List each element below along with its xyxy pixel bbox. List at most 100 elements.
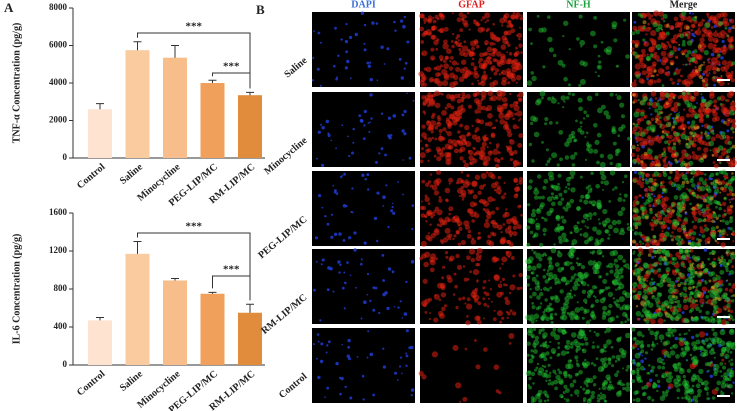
- stain-spot: [713, 152, 719, 157]
- stain-spot: [705, 207, 709, 210]
- significance-label: ***: [186, 221, 203, 233]
- stain-spot: [534, 280, 540, 286]
- stain-spot: [430, 98, 434, 101]
- stain-spot: [482, 297, 486, 301]
- stain-spot: [627, 267, 631, 270]
- stain-spot: [526, 242, 531, 247]
- stain-spot: [421, 374, 427, 380]
- stain-spot: [482, 52, 487, 57]
- stain-spot: [685, 53, 689, 58]
- stain-spot: [518, 97, 523, 103]
- stain-spot: [626, 223, 630, 226]
- stain-spot: [676, 22, 683, 28]
- stain-spot: [516, 286, 521, 291]
- x-tick-label: Control: [75, 368, 108, 398]
- stain-spot: [632, 51, 638, 57]
- stain-spot: [539, 202, 545, 208]
- stain-spot: [678, 383, 682, 387]
- stain-spot: [581, 281, 587, 287]
- stain-spot: [659, 116, 662, 119]
- stain-spot: [640, 343, 645, 348]
- stain-spot: [731, 265, 735, 269]
- stain-spot: [616, 370, 620, 374]
- stain-spot: [557, 267, 563, 273]
- stain-spot: [456, 62, 459, 66]
- stain-spot: [552, 196, 557, 200]
- stain-spot: [497, 283, 503, 289]
- stain-spot: [501, 262, 504, 266]
- stain-spot: [483, 347, 488, 352]
- stain-spot: [422, 75, 427, 81]
- stain-spot: [723, 375, 728, 381]
- stain-spot: [670, 316, 674, 320]
- stain-spot: [692, 135, 695, 137]
- stain-spot: [642, 96, 648, 102]
- stain-spot: [461, 92, 466, 96]
- stain-spot: [545, 379, 548, 382]
- stain-spot: [719, 370, 723, 373]
- stain-spot: [484, 122, 489, 126]
- stain-spot: [478, 57, 483, 62]
- stain-spot: [665, 102, 669, 105]
- stain-spot: [634, 123, 639, 128]
- stain-spot: [586, 284, 590, 287]
- stain-spot: [671, 106, 679, 113]
- stain-spot: [497, 175, 501, 180]
- stain-spot: [592, 226, 598, 232]
- stain-spot: [680, 347, 685, 351]
- stain-spot: [588, 397, 592, 402]
- stain-spot: [459, 400, 462, 403]
- stain-spot: [554, 312, 558, 316]
- stain-spot: [372, 308, 376, 312]
- stain-spot: [693, 91, 699, 97]
- stain-spot: [659, 95, 665, 101]
- stain-spot: [438, 128, 443, 134]
- stain-spot: [676, 261, 679, 264]
- stain-spot: [635, 390, 640, 395]
- stain-spot: [443, 26, 449, 32]
- stain-spot: [650, 193, 654, 196]
- stain-spot: [692, 285, 696, 289]
- micrograph-texture: [315, 172, 415, 245]
- stain-spot: [520, 213, 523, 217]
- stain-spot: [422, 302, 427, 308]
- stain-spot: [470, 239, 477, 245]
- stain-spot: [340, 175, 343, 179]
- stain-spot: [434, 137, 438, 141]
- stain-spot: [565, 388, 570, 393]
- stain-spot: [719, 102, 723, 106]
- stain-spot: [563, 397, 566, 400]
- stain-spot: [443, 63, 449, 69]
- stain-spot: [662, 390, 665, 393]
- stain-spot: [729, 201, 731, 204]
- stain-spot: [732, 26, 735, 29]
- stain-spot: [657, 68, 665, 75]
- stain-spot: [569, 198, 575, 204]
- stain-spot: [676, 396, 680, 400]
- stain-spot: [719, 161, 722, 165]
- stain-spot: [715, 216, 719, 220]
- stain-spot: [570, 175, 574, 179]
- stain-spot: [616, 381, 621, 385]
- stain-spot: [669, 24, 675, 31]
- stain-spot: [496, 146, 499, 149]
- stain-spot: [668, 134, 673, 140]
- stain-spot: [729, 351, 733, 354]
- stain-spot: [712, 99, 718, 104]
- stain-spot: [701, 208, 706, 213]
- stain-spot: [491, 219, 497, 225]
- stain-spot: [574, 138, 578, 142]
- stain-spot: [732, 240, 735, 243]
- stain-spot: [641, 282, 647, 289]
- stain-spot: [534, 368, 537, 372]
- stain-spot: [586, 141, 589, 144]
- stain-spot: [609, 170, 616, 176]
- stain-spot: [472, 269, 480, 276]
- stain-spot: [518, 133, 524, 139]
- stain-spot: [636, 331, 643, 337]
- stain-spot: [620, 267, 624, 271]
- stain-spot: [605, 272, 609, 276]
- stain-spot: [467, 149, 471, 153]
- stain-spot: [590, 171, 594, 176]
- stain-spot: [595, 238, 599, 242]
